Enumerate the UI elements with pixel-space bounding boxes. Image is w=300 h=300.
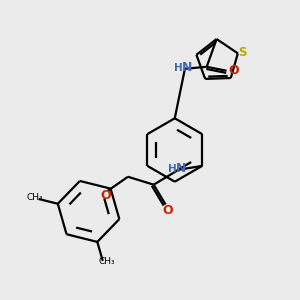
Text: O: O (162, 204, 173, 217)
Text: N: N (176, 162, 187, 175)
Text: O: O (101, 189, 111, 202)
Text: CH₃: CH₃ (98, 257, 115, 266)
Text: N: N (182, 61, 192, 74)
Text: CH₃: CH₃ (26, 194, 43, 202)
Text: S: S (238, 46, 247, 59)
Text: H: H (174, 63, 182, 73)
Text: O: O (228, 64, 239, 77)
Text: H: H (168, 164, 177, 174)
